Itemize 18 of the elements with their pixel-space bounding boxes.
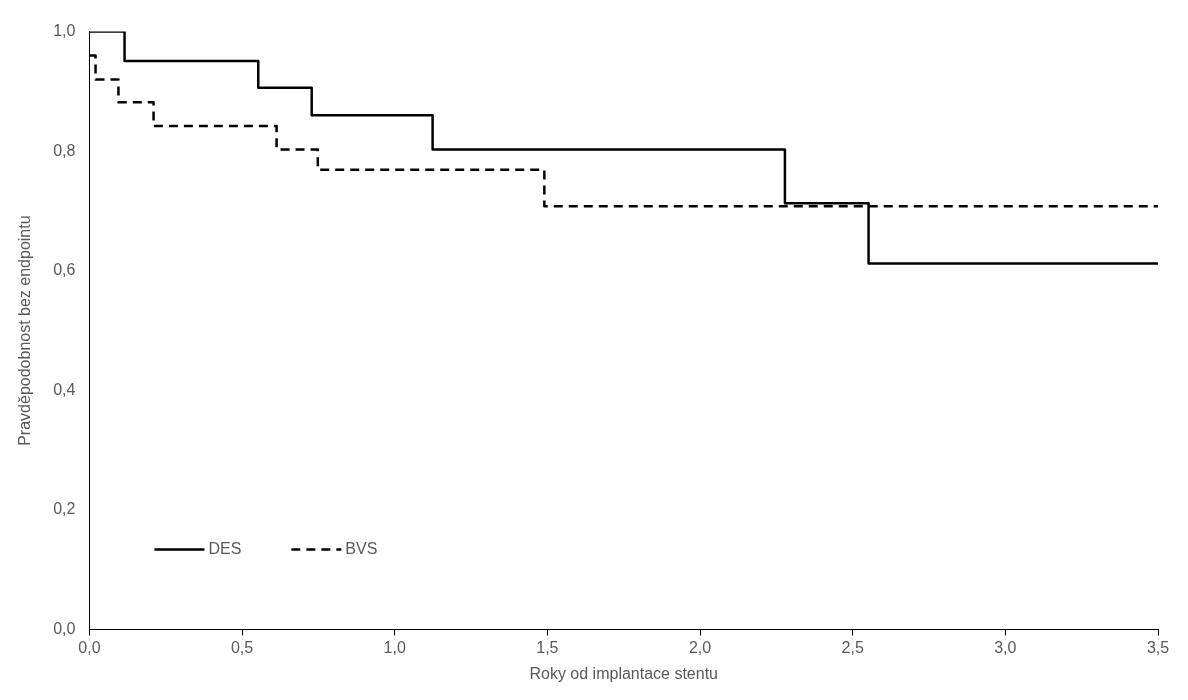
x-tick-label: 1,5 bbox=[536, 638, 559, 656]
y-tick-label: 0,8 bbox=[53, 141, 76, 159]
x-tick-label: 2,0 bbox=[688, 638, 712, 656]
x-tick-label: 0,5 bbox=[230, 638, 254, 656]
y-tick-label: 1,0 bbox=[53, 22, 76, 40]
x-tick-label: 2,5 bbox=[841, 638, 864, 656]
x-axis-title: Roky od implantace stentu bbox=[529, 664, 718, 682]
x-tick-label: 3,0 bbox=[994, 638, 1017, 656]
y-tick-label: 0,0 bbox=[53, 620, 76, 638]
x-tick-label: 1,0 bbox=[383, 638, 406, 656]
y-tick-label: 0,2 bbox=[53, 500, 76, 518]
legend-label: DES bbox=[208, 540, 242, 558]
y-tick-label: 0,4 bbox=[53, 380, 76, 398]
x-tick-label: 3,5 bbox=[1146, 638, 1170, 656]
legend-label: BVS bbox=[345, 540, 378, 558]
x-tick-label: 0,0 bbox=[78, 638, 101, 656]
y-axis-title: Pravděpodobnost bez endpointu bbox=[16, 215, 34, 446]
y-tick-label: 0,6 bbox=[53, 261, 76, 279]
